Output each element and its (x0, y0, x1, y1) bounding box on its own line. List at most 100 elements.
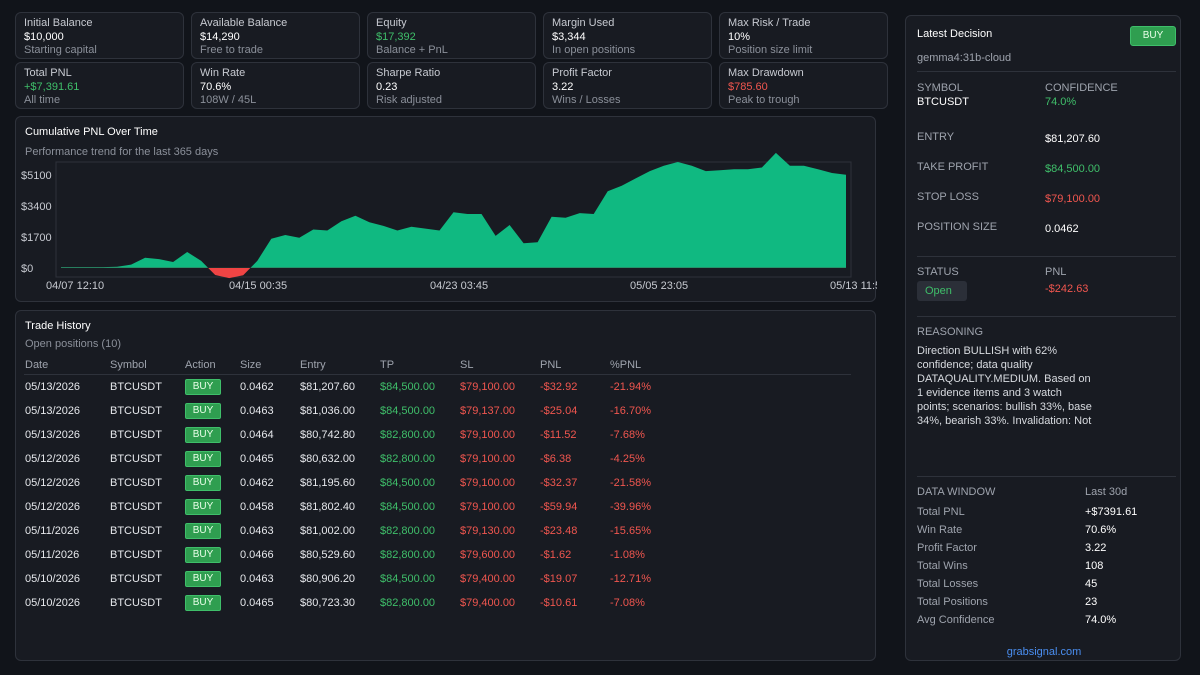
action-badge: BUY (185, 475, 221, 491)
cell-size: 0.0462 (240, 477, 274, 489)
stat-label: Max Drawdown (728, 67, 804, 79)
x-tick-label: 04/15 00:35 (229, 280, 287, 292)
cell-pnl: -$23.48 (540, 525, 578, 537)
stat-label: Profit Factor (552, 67, 612, 79)
table-row[interactable]: 05/12/2026 BTCUSDT BUY 0.0465 $80,632.00 $82,… (16, 447, 877, 471)
trades-subtitle: Open positions (10) (25, 338, 121, 350)
cell-sl: $79,100.00 (460, 429, 516, 441)
cell-symbol: BTCUSDT (110, 549, 162, 561)
cell-size: 0.0466 (240, 549, 274, 561)
cell-symbol: BTCUSDT (110, 597, 162, 609)
table-row[interactable]: 05/13/2026 BTCUSDT BUY 0.0464 $80,742.80 $82,… (16, 423, 877, 447)
stat-subtext: In open positions (552, 44, 636, 56)
table-row[interactable]: 05/11/2026 BTCUSDT BUY 0.0466 $80,529.60 $82,… (16, 543, 877, 567)
cell-sl: $79,100.00 (460, 453, 516, 465)
divider (917, 476, 1176, 477)
cell-sl: $79,600.00 (460, 549, 516, 561)
column-header[interactable]: SL (460, 359, 474, 371)
stat-label: Win Rate (200, 67, 246, 79)
cell-sl: $79,100.00 (460, 477, 516, 489)
x-tick-label: 05/13 11:55 (830, 280, 877, 292)
stat-label: Total PNL (24, 67, 72, 79)
stop-loss-label: STOP LOSS (917, 191, 979, 203)
y-tick-label: $0 (21, 263, 33, 275)
table-row[interactable]: 05/11/2026 BTCUSDT BUY 0.0463 $81,002.00 $82,… (16, 519, 877, 543)
stat-label: Equity (376, 17, 407, 29)
cell-date: 05/10/2026 (25, 573, 81, 585)
cell-entry: $81,002.00 (300, 525, 356, 537)
column-header[interactable]: Date (25, 359, 49, 371)
cell-date: 05/10/2026 (25, 597, 81, 609)
position-size-value: 0.0462 (1045, 223, 1079, 235)
stat-value: $10,000 (24, 30, 64, 43)
metric-label: Total Wins (917, 560, 968, 572)
cell-size: 0.0463 (240, 573, 274, 585)
cell-sl: $79,130.00 (460, 525, 516, 537)
stat-card: Max Drawdown $785.60 Peak to trough (719, 62, 888, 109)
column-header[interactable]: Action (185, 359, 216, 371)
stat-value: 10% (728, 30, 751, 43)
stat-subtext: Wins / Losses (552, 94, 621, 106)
table-row[interactable]: 05/12/2026 BTCUSDT BUY 0.0458 $81,802.40 $84,… (16, 495, 877, 519)
pnl-label: PNL (1045, 266, 1067, 278)
action-badge: BUY (185, 451, 221, 467)
pnl-area-positive (61, 152, 846, 268)
cell-date: 05/11/2026 (25, 525, 80, 537)
model-name: gemma4:31b-cloud (917, 52, 1012, 64)
entry-value: $81,207.60 (1045, 133, 1101, 145)
stat-value: $14,290 (200, 30, 240, 43)
table-row[interactable]: 05/12/2026 BTCUSDT BUY 0.0462 $81,195.60 $84,… (16, 471, 877, 495)
column-header[interactable]: TP (380, 359, 395, 371)
column-header[interactable]: Symbol (110, 359, 147, 371)
cell-size: 0.0462 (240, 381, 274, 393)
stat-card: Total PNL +$7,391.61 All time (15, 62, 184, 109)
cell-pct-pnl: -21.58% (610, 477, 651, 489)
chart-subtitle: Performance trend for the last 365 days (25, 146, 219, 158)
cell-entry: $80,529.60 (300, 549, 356, 561)
x-tick-label: 04/23 03:45 (430, 280, 488, 292)
cell-date: 05/12/2026 (25, 501, 81, 513)
stat-subtext: Free to trade (200, 44, 263, 56)
cell-tp: $82,800.00 (380, 597, 436, 609)
column-header[interactable]: %PNL (610, 359, 642, 371)
footer-link[interactable]: grabsignal.com (1006, 646, 1082, 658)
decision-action-badge: BUY (1130, 26, 1176, 46)
column-header[interactable]: Entry (300, 359, 326, 371)
cell-symbol: BTCUSDT (110, 381, 162, 393)
cell-symbol: BTCUSDT (110, 477, 162, 489)
metric-label: Avg Confidence (917, 614, 995, 626)
table-row[interactable]: 05/10/2026 BTCUSDT BUY 0.0465 $80,723.30 $82,… (16, 591, 877, 615)
cell-date: 05/12/2026 (25, 453, 81, 465)
metric-value: 70.6% (1085, 524, 1117, 536)
cell-sl: $79,400.00 (460, 573, 516, 585)
column-header[interactable]: Size (240, 359, 262, 371)
stat-card: Available Balance $14,290 Free to trade (191, 12, 360, 59)
cell-pnl: -$6.38 (540, 453, 572, 465)
table-row[interactable]: 05/13/2026 BTCUSDT BUY 0.0462 $81,207.60 $84,… (16, 375, 877, 399)
divider (917, 316, 1176, 317)
pnl-area-negative (208, 267, 251, 279)
cell-date: 05/13/2026 (25, 405, 81, 417)
cell-entry: $80,723.30 (300, 597, 356, 609)
stat-label: Sharpe Ratio (376, 67, 441, 79)
divider (917, 71, 1176, 72)
cell-symbol: BTCUSDT (110, 453, 162, 465)
cell-entry: $80,632.00 (300, 453, 356, 465)
table-row[interactable]: 05/13/2026 BTCUSDT BUY 0.0463 $81,036.00 $84,… (16, 399, 877, 423)
table-row[interactable]: 05/10/2026 BTCUSDT BUY 0.0463 $80,906.20 $84,… (16, 567, 877, 591)
cell-tp: $84,500.00 (380, 477, 436, 489)
column-header[interactable]: PNL (540, 359, 562, 371)
cell-pnl: -$25.04 (540, 405, 578, 417)
cell-pnl: -$32.37 (540, 477, 578, 489)
cell-tp: $82,800.00 (380, 453, 436, 465)
cell-date: 05/13/2026 (25, 429, 81, 441)
table-header-divider (24, 374, 851, 375)
action-badge: BUY (185, 523, 221, 539)
stat-card: Profit Factor 3.22 Wins / Losses (543, 62, 712, 109)
confidence-value: 74.0% (1045, 96, 1077, 108)
latest-decision-panel: Latest Decision BUY gemma4:31b-cloud SYM… (905, 15, 1181, 661)
cell-pnl: -$1.62 (540, 549, 572, 561)
cell-symbol: BTCUSDT (110, 429, 162, 441)
stat-subtext: All time (24, 94, 61, 106)
cell-pct-pnl: -16.70% (610, 405, 651, 417)
